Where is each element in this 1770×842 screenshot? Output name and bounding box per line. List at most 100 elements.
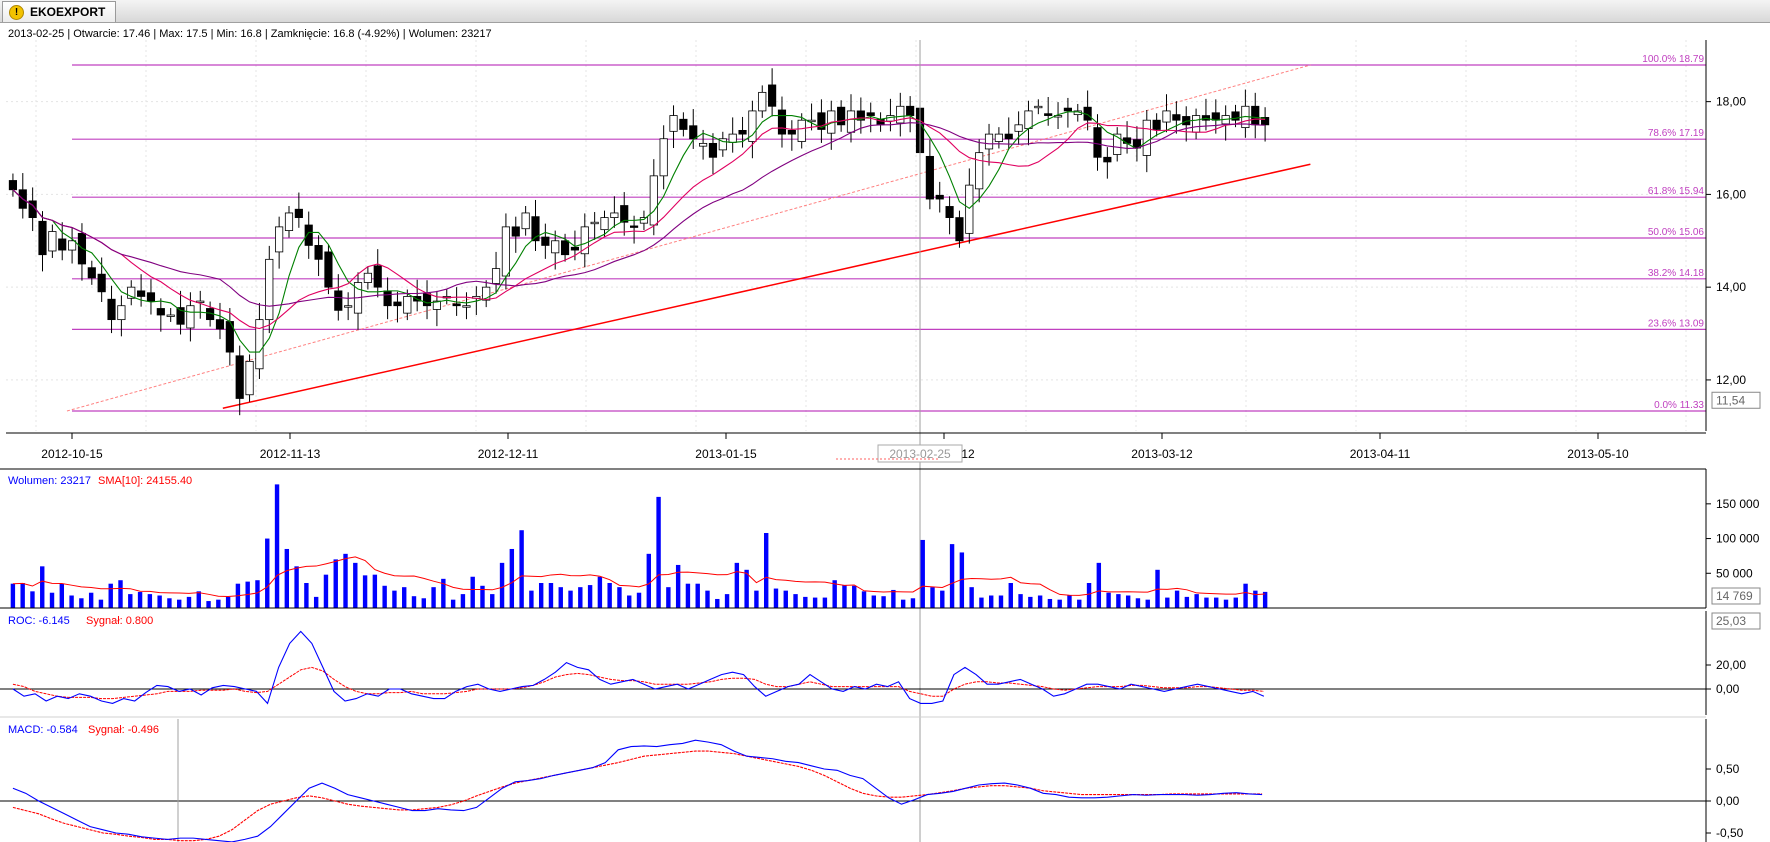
candle-body[interactable]	[1113, 133, 1122, 155]
candle-body[interactable]	[768, 84, 777, 107]
candle-body[interactable]	[294, 208, 303, 218]
candle-body[interactable]	[630, 225, 639, 228]
candle-body[interactable]	[955, 217, 964, 242]
candle-body[interactable]	[610, 212, 619, 218]
candle-body[interactable]	[866, 112, 875, 116]
trendline-dotted[interactable]	[66, 64, 1311, 412]
candle-body[interactable]	[1142, 119, 1151, 156]
stock-chart[interactable]: 2013-02-25 | Otwarcie: 17.46 | Max: 17.5…	[0, 23, 1770, 842]
candle-body[interactable]	[570, 246, 580, 251]
candle-body[interactable]	[1231, 111, 1240, 121]
candle-body[interactable]	[383, 290, 392, 307]
candle-body[interactable]	[58, 238, 67, 251]
candle-body[interactable]	[797, 119, 806, 142]
candle-body[interactable]	[708, 142, 718, 158]
candle-body[interactable]	[669, 115, 678, 132]
candle-body[interactable]	[738, 129, 747, 135]
candle-body[interactable]	[1014, 124, 1023, 132]
candle-body[interactable]	[176, 307, 185, 325]
candle-body[interactable]	[8, 180, 18, 191]
candle-body[interactable]	[689, 125, 698, 140]
candle-body[interactable]	[541, 236, 550, 246]
candle-body[interactable]	[994, 133, 1003, 142]
candle-body[interactable]	[1211, 112, 1220, 121]
candle-body[interactable]	[679, 118, 688, 130]
candle-body[interactable]	[777, 109, 787, 135]
candle-body[interactable]	[403, 296, 412, 314]
candle-body[interactable]	[856, 110, 865, 121]
candle-body[interactable]	[551, 240, 560, 254]
candle-body[interactable]	[1152, 119, 1161, 130]
candle-body[interactable]	[363, 272, 372, 283]
candle-body[interactable]	[107, 298, 116, 321]
candle-body[interactable]	[817, 112, 826, 130]
candle-body[interactable]	[38, 220, 47, 256]
candle-body[interactable]	[531, 216, 540, 242]
candle-body[interactable]	[432, 300, 441, 310]
candle-body[interactable]	[117, 305, 126, 321]
candle-body[interactable]	[393, 301, 402, 307]
candle-body[interactable]	[97, 273, 106, 293]
candle-body[interactable]	[975, 152, 984, 190]
candle-body[interactable]	[620, 205, 629, 223]
candle-body[interactable]	[846, 110, 856, 133]
candle-body[interactable]	[758, 91, 767, 112]
candle-body[interactable]	[1063, 107, 1072, 112]
candle-body[interactable]	[304, 224, 313, 246]
candle-body[interactable]	[649, 175, 658, 226]
candle-body[interactable]	[1192, 115, 1201, 133]
candle-body[interactable]	[699, 142, 708, 147]
candle-body[interactable]	[639, 217, 649, 224]
candle-body[interactable]	[422, 293, 432, 307]
candle-body[interactable]	[748, 110, 757, 142]
candle-body[interactable]	[945, 206, 954, 218]
candle-body[interactable]	[265, 258, 274, 321]
candle-body[interactable]	[787, 129, 796, 135]
candle-body[interactable]	[462, 305, 471, 308]
candle-body[interactable]	[1004, 133, 1013, 140]
candle-body[interactable]	[590, 221, 599, 225]
candle-body[interactable]	[1044, 113, 1053, 116]
candle-body[interactable]	[156, 308, 165, 316]
candle-body[interactable]	[245, 360, 254, 396]
candle-body[interactable]	[48, 231, 57, 252]
candle-body[interactable]	[344, 305, 353, 308]
candle-body[interactable]	[314, 245, 323, 260]
candle-body[interactable]	[215, 319, 225, 330]
candle-body[interactable]	[1034, 105, 1043, 109]
candle-body[interactable]	[1172, 114, 1181, 121]
candle-body[interactable]	[906, 105, 915, 116]
candle-body[interactable]	[984, 133, 994, 150]
candle-body[interactable]	[137, 290, 146, 297]
candle-body[interactable]	[284, 212, 294, 231]
candle-body[interactable]	[373, 265, 382, 288]
candle-body[interactable]	[659, 138, 668, 177]
candle-body[interactable]	[560, 240, 570, 256]
candle-body[interactable]	[255, 319, 264, 370]
candle-body[interactable]	[146, 292, 156, 302]
candle-body[interactable]	[935, 194, 944, 200]
candle-body[interactable]	[896, 105, 905, 124]
candle-body[interactable]	[1093, 127, 1102, 158]
trendline[interactable]	[222, 163, 1311, 409]
candle-body[interactable]	[501, 226, 510, 277]
candle-body[interactable]	[1024, 110, 1033, 129]
candle-body[interactable]	[166, 314, 175, 317]
candle-body[interactable]	[68, 240, 77, 251]
candle-body[interactable]	[186, 305, 195, 329]
tab-ekoexport[interactable]: ! EKOEXPORT	[2, 1, 117, 22]
candle-body[interactable]	[127, 286, 136, 299]
candle-body[interactable]	[718, 138, 727, 151]
candle-body[interactable]	[452, 303, 461, 307]
candle-body[interactable]	[1103, 156, 1112, 163]
candle-body[interactable]	[511, 226, 520, 237]
candle-body[interactable]	[491, 268, 501, 284]
candle-body[interactable]	[600, 217, 609, 231]
candle-body[interactable]	[324, 251, 333, 288]
candle-body[interactable]	[521, 212, 530, 230]
candle-body[interactable]	[334, 290, 343, 311]
candle-body[interactable]	[87, 267, 96, 279]
candle-body[interactable]	[1122, 137, 1132, 144]
candle-body[interactable]	[1251, 105, 1260, 126]
candle-body[interactable]	[235, 355, 244, 399]
